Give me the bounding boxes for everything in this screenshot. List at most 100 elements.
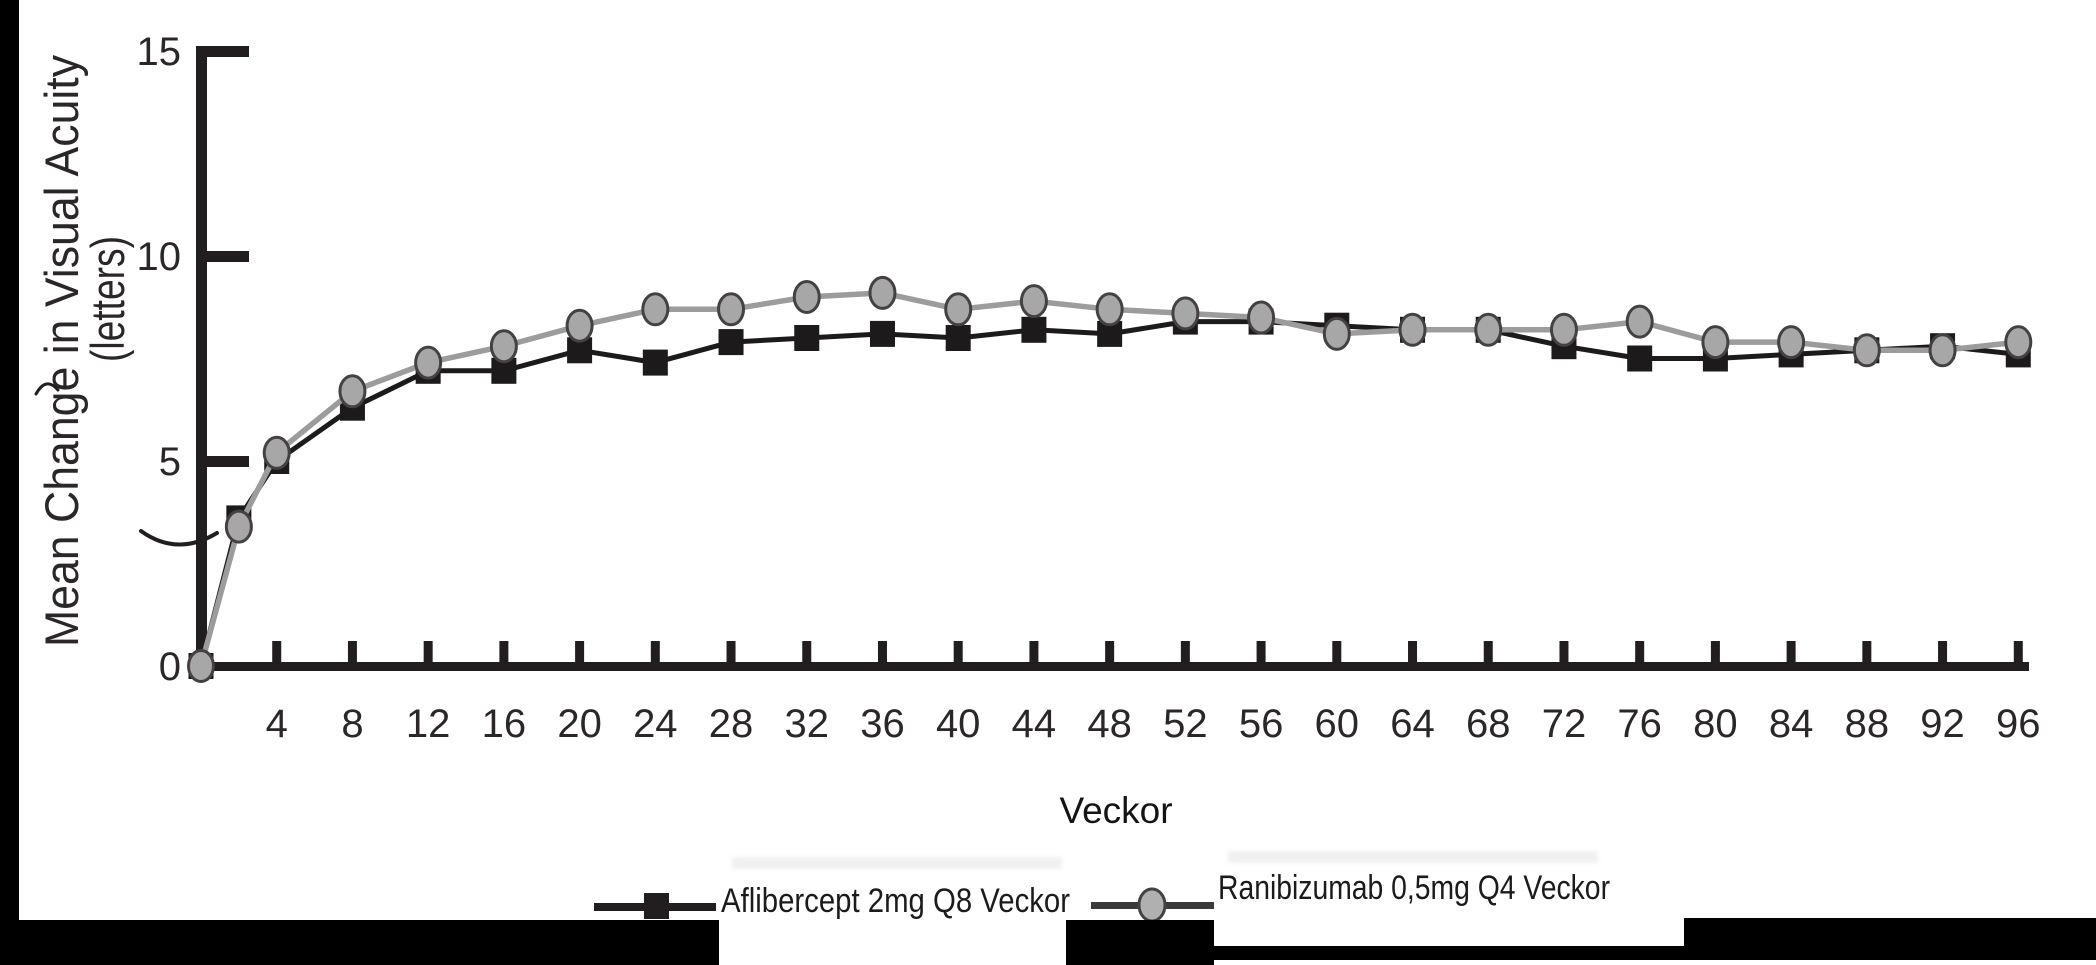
y-tick	[206, 456, 249, 467]
x-tick	[1180, 641, 1190, 662]
data-point-square	[1021, 316, 1047, 343]
data-point-circle	[944, 292, 973, 327]
x-tick	[423, 641, 433, 662]
x-tick	[1635, 641, 1645, 662]
data-point-circle	[1019, 284, 1048, 319]
data-point-circle	[224, 509, 253, 544]
redaction-bar-bottom-left	[8, 920, 719, 965]
data-point-circle	[1549, 312, 1578, 347]
x-tick	[347, 641, 357, 662]
redaction-bar-left-edge	[0, 0, 19, 965]
legend-label-aflibercept: Aflibercept 2mg Q8 Veckor	[721, 882, 1070, 920]
redaction-bar-bottom-right	[1684, 918, 2096, 960]
x-tick	[650, 641, 660, 662]
x-tick-label: 76	[1617, 702, 1662, 746]
x-tick-label: 12	[406, 702, 451, 746]
data-point-square	[1627, 345, 1653, 372]
x-tick-label: 56	[1239, 702, 1284, 746]
x-tick-label: 8	[341, 702, 363, 746]
legend-item-aflibercept: Aflibercept 2mg Q8 Veckor	[594, 882, 1070, 920]
x-tick-label: 4	[266, 702, 288, 746]
x-tick	[272, 641, 282, 662]
x-tick	[802, 641, 812, 662]
legend-square-marker	[644, 893, 669, 919]
data-point-circle	[1625, 304, 1654, 339]
x-tick	[1559, 641, 1569, 662]
y-axis-title-line2: (letters)	[81, 236, 134, 362]
redaction-bar-bottom-mid	[1066, 920, 1214, 965]
x-tick	[953, 641, 963, 662]
x-tick-label: 40	[936, 702, 981, 746]
x-tick-label: 92	[1920, 702, 1965, 746]
data-point-square	[642, 349, 668, 376]
x-tick	[1105, 641, 1115, 662]
legend-label-ranibizumab: Ranibizumab 0,5mg Q4 Veckor	[1218, 869, 1610, 907]
x-tick	[1029, 641, 1039, 662]
data-point-circle	[187, 649, 215, 683]
x-axis-title: Veckor	[1059, 790, 1172, 831]
x-tick-label: 52	[1163, 702, 1208, 746]
y-tick-label: 15	[137, 30, 182, 74]
data-point-circle	[1777, 325, 1806, 360]
x-axis-spine	[196, 662, 2029, 671]
data-point-circle	[262, 435, 291, 470]
x-tick	[1483, 641, 1493, 662]
x-tick	[1256, 641, 1266, 662]
data-point-square	[718, 329, 744, 356]
data-point-circle	[1322, 316, 1351, 351]
x-tick	[1938, 641, 1948, 662]
x-tick-label: 68	[1466, 702, 1511, 746]
data-point-circle	[489, 329, 518, 364]
x-tick	[877, 641, 887, 662]
x-tick	[1862, 641, 1872, 662]
data-point-circle	[641, 292, 670, 327]
data-point-square	[869, 320, 895, 347]
x-tick-label: 28	[709, 702, 754, 746]
x-tick	[1786, 641, 1796, 662]
data-point-circle	[717, 292, 746, 327]
x-tick	[726, 641, 736, 662]
series-line-ranibizumab	[198, 290, 2019, 667]
data-point-square	[945, 325, 971, 351]
data-point-circle	[868, 275, 897, 310]
data-point-circle	[2004, 325, 2033, 360]
y-tick-label: 0	[159, 645, 181, 689]
x-tick	[1710, 641, 1720, 662]
x-tick-label: 32	[785, 702, 830, 746]
data-point-circle	[1171, 296, 1200, 331]
y-axis-spine	[196, 46, 207, 671]
x-tick-label: 20	[557, 702, 602, 746]
data-point-circle	[1852, 333, 1881, 368]
data-point-circle	[1474, 312, 1503, 347]
series-line-aflibercept	[198, 319, 2019, 667]
x-tick-label: 60	[1315, 702, 1360, 746]
data-point-square	[794, 325, 820, 351]
scan-artifact-arc	[34, 382, 60, 396]
x-tick-label: 16	[482, 702, 527, 746]
data-point-circle	[414, 345, 443, 380]
y-tick-label: 10	[137, 235, 182, 279]
x-tick-label: 64	[1390, 702, 1435, 746]
scan-ghost-text	[732, 857, 1062, 869]
y-tick-label: 5	[159, 440, 181, 484]
legend-item-ranibizumab: Ranibizumab 0,5mg Q4 Veckor	[1091, 869, 1610, 923]
data-point-circle	[1928, 333, 1957, 368]
data-point-circle	[1095, 292, 1124, 327]
x-tick-label: 88	[1845, 702, 1890, 746]
data-point-circle	[1247, 300, 1276, 335]
x-tick-label: 36	[860, 702, 905, 746]
x-tick	[499, 641, 509, 662]
scan-artifact-arc	[139, 529, 219, 547]
x-tick	[575, 641, 585, 662]
scan-ghost-text	[1228, 851, 1598, 863]
data-point-circle	[792, 280, 821, 314]
x-tick-label: 24	[633, 702, 678, 746]
x-tick	[2013, 641, 2023, 662]
x-tick-label: 84	[1769, 702, 1814, 746]
x-tick-label: 72	[1542, 702, 1587, 746]
x-tick-label: 44	[1012, 702, 1057, 746]
x-tick-label: 80	[1693, 702, 1738, 746]
